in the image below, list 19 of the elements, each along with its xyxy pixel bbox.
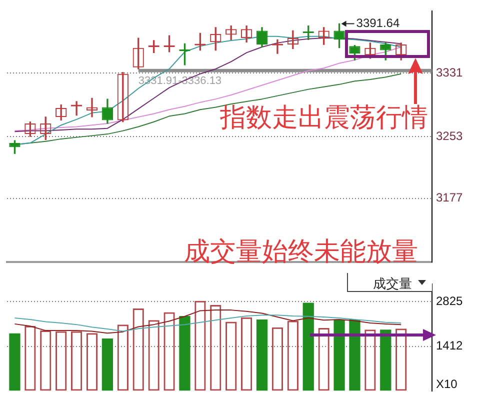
y-tick-label: 2825 (436, 294, 464, 308)
y-tick-label: 3331 (436, 65, 464, 80)
bar (102, 338, 114, 391)
y-tick-label: 3253 (436, 128, 464, 143)
bar (9, 333, 20, 391)
y-tick-label: 3177 (436, 190, 464, 205)
y-axis-title: X10 (436, 377, 458, 392)
chart-title: 成交量 (373, 275, 412, 293)
y-tick-label: 1412 (436, 338, 464, 353)
bar (380, 330, 392, 391)
select-field: 成交量 (347, 273, 432, 292)
bar (302, 302, 314, 391)
annotation: 指数走出震荡行情 (219, 102, 428, 132)
bar (349, 320, 360, 391)
annotation: 3391.64 (356, 16, 400, 30)
bar (179, 316, 190, 391)
bar (256, 320, 268, 391)
bar (334, 320, 345, 391)
annotation: 成交量始终未能放量 (184, 236, 418, 266)
